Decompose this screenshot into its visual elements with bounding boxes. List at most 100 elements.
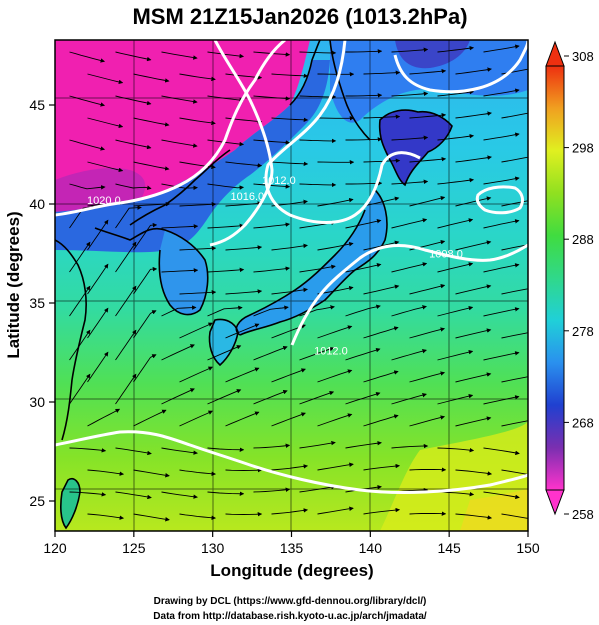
wind-streamline [345, 49, 383, 54]
wind-streamline [391, 348, 427, 361]
wind-streamline [115, 139, 152, 150]
grid-lines [55, 40, 528, 531]
map-panel: 1020.0 1016.0 1012.0 1008.0 1012.0 [55, 40, 565, 531]
wind-streamline [409, 327, 446, 339]
wind-streamline [391, 218, 428, 229]
wind-streamline [225, 161, 263, 168]
colorbar-tick-label: 288 [572, 232, 594, 247]
colorbar-tick-label: 278 [572, 324, 594, 339]
wind-streamline [271, 73, 309, 79]
wind-streamline [483, 395, 520, 405]
x-tick-label: 130 [201, 540, 225, 556]
wind-streamline [271, 368, 306, 383]
wind-streamline [391, 392, 427, 405]
kyushu-land [209, 319, 238, 365]
wind-streamline [299, 440, 336, 449]
wind-streamline [391, 135, 429, 141]
wind-streamline [179, 410, 213, 427]
wind-streamline [455, 111, 492, 119]
isobar-label: 1008.0 [429, 248, 463, 260]
wind-streamline [161, 183, 198, 191]
colorbar-upper-arrow [545, 40, 565, 67]
wind-streamline [207, 51, 245, 59]
y-tick-label: 45 [29, 97, 45, 113]
wind-streamline [69, 329, 91, 361]
wind-streamline [409, 511, 447, 516]
wind-streamline [87, 219, 109, 251]
wind-streamline [483, 307, 520, 317]
wind-streamline [271, 464, 309, 471]
wind-streamline [133, 469, 170, 478]
wind-streamline [225, 411, 260, 427]
wind-streamline [207, 305, 243, 317]
x-tick-label: 125 [122, 540, 146, 556]
wind-streamline [299, 138, 337, 144]
wind-streamline [437, 447, 475, 453]
wind-streamline [437, 262, 474, 273]
wind-streamline [161, 268, 199, 273]
wind-streamline [299, 484, 336, 493]
wind-streamline [87, 307, 109, 339]
wind-streamline [115, 95, 152, 106]
wind-streamline [345, 440, 382, 449]
wind-streamline [437, 349, 474, 361]
wind-streamline [207, 267, 245, 273]
x-tick-label: 120 [43, 540, 67, 556]
wind-streamline [530, 44, 565, 52]
wind-streamline [501, 513, 528, 519]
wind-streamline [437, 45, 475, 53]
wind-streamline [363, 463, 401, 471]
wind-streamline [87, 469, 125, 476]
wind-streamline [363, 370, 399, 383]
colorbar: 308 298 288 278 268 258 [545, 40, 594, 522]
wind-streamline [483, 263, 520, 273]
wind-streamline [115, 183, 152, 190]
colorbar-gradient [545, 65, 565, 491]
y-tick-label: 35 [29, 295, 45, 311]
wind-streamline [391, 91, 429, 97]
wind-streamline [115, 373, 137, 405]
x-axis-ticks: 120 125 130 135 140 145 150 [43, 531, 540, 556]
wind-streamline [363, 507, 401, 515]
wind-streamline [317, 413, 353, 427]
wind-streamline [87, 117, 124, 129]
wind-streamline [161, 224, 199, 229]
x-tick-label: 150 [516, 540, 540, 556]
wind-streamline [409, 156, 447, 163]
wind-streamline [317, 197, 354, 207]
wind-streamline [345, 347, 381, 361]
wind-streamline [455, 416, 492, 427]
wind-streamline [391, 305, 427, 317]
wind-streamline [455, 328, 492, 339]
wind-streamline [207, 223, 245, 229]
wind-streamline [501, 288, 528, 295]
y-tick-label: 30 [29, 394, 45, 410]
wind-streamline [207, 183, 245, 190]
wind-streamline [253, 183, 291, 189]
colorbar-tick-label: 298 [572, 141, 594, 156]
wind-streamline [409, 112, 447, 119]
wind-streamline [225, 245, 263, 251]
wind-streamline [271, 508, 309, 515]
wind-streamline [409, 415, 446, 427]
wind-streamline [207, 95, 245, 103]
wind-streamline [179, 513, 217, 521]
hot-region [460, 488, 528, 531]
wind-streamline [483, 44, 520, 53]
wind-streamline [225, 367, 260, 383]
isobar-labels: 1020.0 1016.0 1012.0 1008.0 1012.0 [87, 175, 463, 357]
wind-streamline [225, 201, 263, 207]
wind-streamline [179, 117, 216, 126]
wind-streamline [225, 289, 263, 295]
wind-streamline [345, 304, 381, 317]
y-axis-ticks: 25 30 35 40 45 [29, 97, 55, 509]
wind-streamline [483, 491, 520, 500]
wind-streamline [271, 161, 309, 167]
isobars [55, 40, 528, 494]
wind-streamline [483, 447, 520, 456]
wind-streamline [133, 161, 170, 171]
isobar-label: 1016.0 [231, 191, 265, 203]
isobar-label: 1012.0 [314, 345, 348, 357]
wind-streamline [455, 196, 492, 207]
